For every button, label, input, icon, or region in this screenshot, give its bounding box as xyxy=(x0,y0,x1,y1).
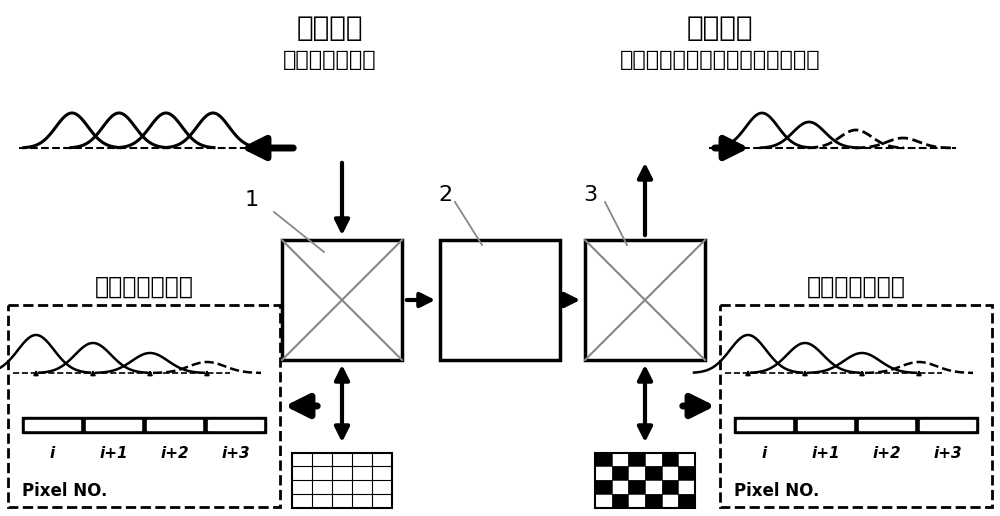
Bar xyxy=(798,420,853,430)
Polygon shape xyxy=(662,453,678,466)
Text: （匀化平面光）: （匀化平面光） xyxy=(283,50,377,70)
Text: 1: 1 xyxy=(245,190,259,210)
Text: i: i xyxy=(50,445,55,460)
Bar xyxy=(86,420,141,430)
Polygon shape xyxy=(612,494,628,508)
Polygon shape xyxy=(645,466,662,480)
Polygon shape xyxy=(628,494,645,508)
Text: i+1: i+1 xyxy=(811,445,840,460)
Polygon shape xyxy=(585,240,705,360)
Polygon shape xyxy=(628,466,645,480)
Text: （相位、振幅调制的图案化光场）: （相位、振幅调制的图案化光场） xyxy=(620,50,820,70)
Polygon shape xyxy=(595,480,612,494)
Text: 像素化振幅调制: 像素化振幅调制 xyxy=(95,275,193,299)
Polygon shape xyxy=(645,453,662,466)
Bar xyxy=(737,420,792,430)
Text: i: i xyxy=(762,445,767,460)
Polygon shape xyxy=(612,466,628,480)
Text: 输出光场: 输出光场 xyxy=(687,14,753,42)
Text: 3: 3 xyxy=(583,185,597,205)
Bar xyxy=(734,417,978,433)
Polygon shape xyxy=(678,494,695,508)
Text: i+2: i+2 xyxy=(872,445,901,460)
Polygon shape xyxy=(678,466,695,480)
Polygon shape xyxy=(292,453,392,508)
Bar xyxy=(920,420,975,430)
Polygon shape xyxy=(678,453,695,466)
Text: 2: 2 xyxy=(438,185,452,205)
Polygon shape xyxy=(645,480,662,494)
Bar xyxy=(25,420,80,430)
Polygon shape xyxy=(662,480,678,494)
Bar xyxy=(147,420,202,430)
Bar xyxy=(208,420,263,430)
Text: i+1: i+1 xyxy=(99,445,128,460)
Polygon shape xyxy=(440,240,560,360)
Text: Pixel NO.: Pixel NO. xyxy=(734,482,819,500)
Polygon shape xyxy=(628,453,645,466)
Polygon shape xyxy=(595,466,612,480)
Polygon shape xyxy=(282,240,402,360)
Text: i+3: i+3 xyxy=(933,445,962,460)
Polygon shape xyxy=(595,494,612,508)
Polygon shape xyxy=(662,494,678,508)
Polygon shape xyxy=(645,494,662,508)
Text: i+2: i+2 xyxy=(160,445,189,460)
Polygon shape xyxy=(662,466,678,480)
Text: 像素化相位调制: 像素化相位调制 xyxy=(807,275,905,299)
Text: 输入光场: 输入光场 xyxy=(297,14,363,42)
Text: Pixel NO.: Pixel NO. xyxy=(22,482,107,500)
Bar xyxy=(859,420,914,430)
Polygon shape xyxy=(595,453,612,466)
Text: i+3: i+3 xyxy=(221,445,250,460)
Bar xyxy=(22,417,266,433)
Polygon shape xyxy=(678,480,695,494)
Polygon shape xyxy=(612,453,628,466)
Polygon shape xyxy=(628,480,645,494)
Polygon shape xyxy=(612,480,628,494)
